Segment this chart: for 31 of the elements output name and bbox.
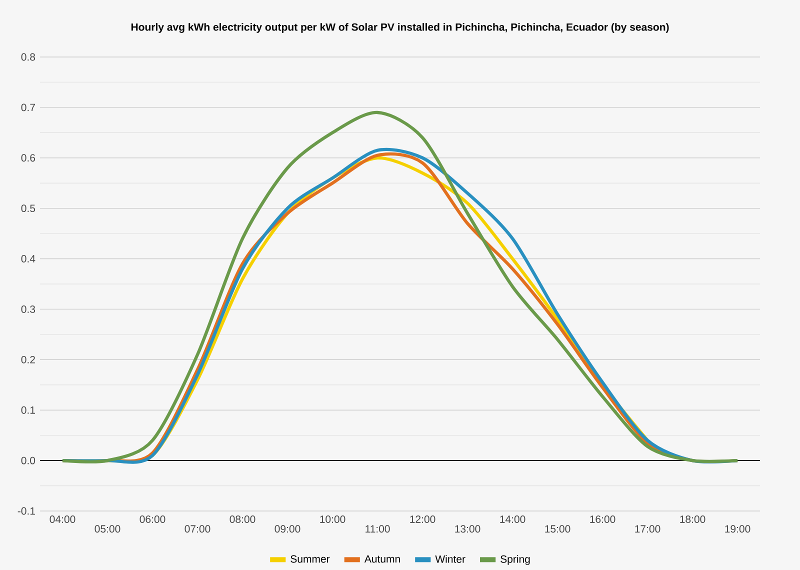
legend-label: Summer bbox=[290, 555, 330, 563]
y-tick-label: 0.5 bbox=[21, 204, 36, 212]
y-tick-label: 0.4 bbox=[21, 255, 36, 262]
x-tick-label: 04:00 bbox=[50, 516, 76, 523]
x-tick-label: 10:00 bbox=[320, 516, 346, 523]
x-tick-label: 16:00 bbox=[590, 516, 616, 523]
y-tick-label: 0.3 bbox=[21, 305, 36, 313]
y-tick-label: 0.8 bbox=[21, 53, 36, 61]
x-tick-label: 13:00 bbox=[455, 525, 480, 533]
y-tick-label: 0.6 bbox=[21, 154, 36, 162]
x-tick-label: 17:00 bbox=[635, 525, 660, 533]
y-tick-label: 0.2 bbox=[21, 356, 35, 364]
x-tick-label: 15:00 bbox=[545, 525, 570, 533]
legend-label: Autumn bbox=[364, 555, 400, 563]
y-tick-label: 0.1 bbox=[21, 406, 35, 414]
x-tick-label: 11:00 bbox=[366, 525, 390, 533]
x-tick-label: 09:00 bbox=[274, 525, 300, 533]
x-tick-label: 05:00 bbox=[94, 525, 120, 533]
legend-label: Winter bbox=[435, 555, 466, 563]
y-tick-label: 0.7 bbox=[21, 104, 35, 112]
chart-title: Hourly avg kWh electricity output per kW of Solar PV installed in Pichincha, Pichincha, Ecuador (by season) bbox=[131, 23, 669, 33]
x-tick-label: 19:00 bbox=[725, 525, 750, 533]
legend-label: Spring bbox=[500, 555, 530, 565]
x-tick-label: 12:00 bbox=[410, 516, 436, 523]
y-tick-label: -0.1 bbox=[18, 507, 35, 515]
y-tick-label: 0.0 bbox=[21, 456, 36, 464]
x-tick-label: 18:00 bbox=[680, 516, 706, 523]
x-tick-label: 07:00 bbox=[184, 525, 210, 533]
x-tick-label: 08:00 bbox=[230, 516, 256, 523]
x-tick-label: 06:00 bbox=[140, 516, 166, 523]
x-tick-label: 14:00 bbox=[500, 516, 526, 523]
